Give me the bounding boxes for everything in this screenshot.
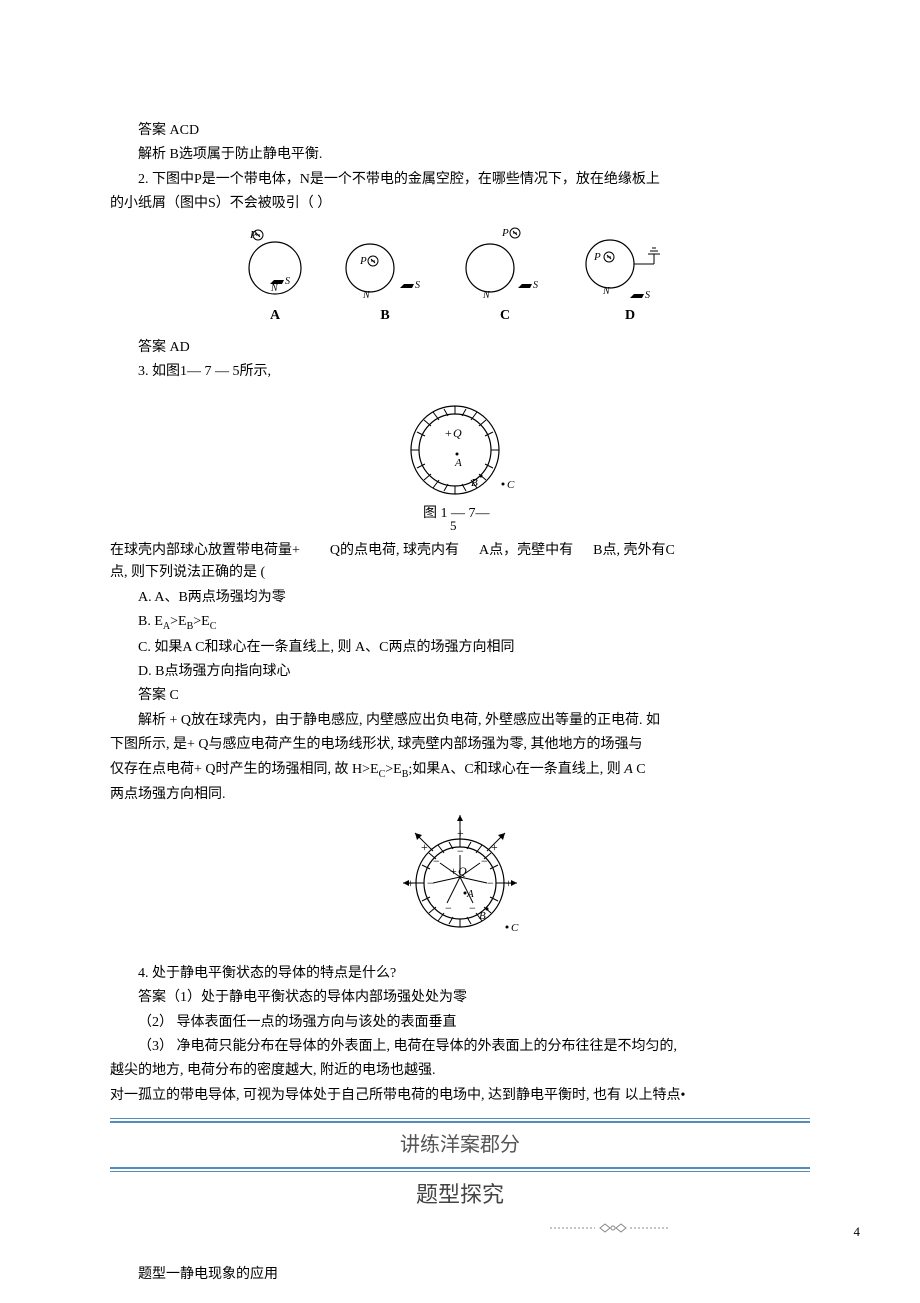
q2-line2: 的小纸屑（图中S）不会被吸引（ ） bbox=[110, 193, 810, 215]
ans4-l3: （3） 净电荷只能分布在导体的外表面上, 电荷在导体的外表面上的分布往往是不均匀… bbox=[110, 1036, 810, 1058]
topic-title: 题型一静电现象的应用 bbox=[110, 1264, 810, 1286]
svg-text:P: P bbox=[501, 227, 509, 239]
ans4-l5: 对一孤立的带电导体, 可视为导体处于自己所带电荷的电场中, 达到静电平衡时, 也… bbox=[110, 1085, 810, 1107]
q3-line2: 在球壳内部球心放置带电荷量+ Q的点电荷, 球壳内有 A点，壳壁中有 B点, 壳… bbox=[110, 540, 810, 562]
diagram-b-svg: P N S bbox=[340, 226, 430, 301]
q3-line3: 点, 则下列说法正确的是 ( bbox=[110, 562, 810, 584]
q3-optA: A. A、B两点场强均为零 bbox=[110, 587, 810, 609]
svg-text:+: + bbox=[491, 840, 498, 854]
svg-text:A: A bbox=[466, 888, 474, 900]
q3-l2-c: A点，壳壁中有 bbox=[479, 540, 573, 562]
q3-figure-svg: + Q A B C 图 1 — 7— 5 bbox=[395, 392, 525, 532]
q3-optC: C. 如果A C和球心在一条直线上, 则 A、C两点的场强方向相同 bbox=[110, 637, 810, 659]
diagram-b: P N S B bbox=[340, 226, 430, 327]
diagram-c-svg: P N S bbox=[460, 226, 550, 301]
field-diagram: + + + + + − − − − − − − + Q A B C bbox=[110, 815, 810, 955]
svg-text:+: + bbox=[445, 426, 452, 440]
svg-text:C: C bbox=[507, 479, 515, 491]
diagram-b-label: B bbox=[380, 305, 389, 327]
svg-text:Q: Q bbox=[458, 864, 467, 878]
q3-optB: B. EA>EB>EC bbox=[110, 611, 810, 635]
svg-text:N: N bbox=[482, 290, 491, 301]
q3-figure: + Q A B C 图 1 — 7— 5 bbox=[110, 392, 810, 532]
q3-l2-b: Q的点电荷, 球壳内有 bbox=[330, 540, 459, 562]
svg-text:Q: Q bbox=[453, 426, 462, 440]
ans4-l4: 越尖的地方, 电荷分布的密度越大, 附近的电场也越强. bbox=[110, 1060, 810, 1082]
banner-text: 讲练洋案郡分 bbox=[400, 1134, 520, 1156]
ans4-l2: （2） 导体表面任一点的场强方向与该处的表面垂直 bbox=[110, 1012, 810, 1034]
q4-text: 4. 处于静电平衡状态的导体的特点是什么? bbox=[110, 963, 810, 985]
explanation-1: 解析 B选项属于防止静电平衡. bbox=[110, 144, 810, 166]
section-banner: 讲练洋案郡分 bbox=[110, 1121, 810, 1169]
section-title: 题型探究 bbox=[110, 1177, 810, 1212]
q3-line1: 3. 如图1— 7 — 5所示, bbox=[110, 361, 810, 383]
q2-line1: 2. 下图中P是一个带电体，N是一个不带电的金属空腔，在哪些情况下，放在绝缘板上 bbox=[110, 169, 810, 191]
svg-text:+: + bbox=[421, 840, 428, 854]
svg-text:+: + bbox=[505, 876, 512, 890]
svg-text:+: + bbox=[457, 826, 464, 840]
svg-text:N: N bbox=[362, 290, 371, 301]
svg-text:S: S bbox=[285, 276, 290, 287]
exp3-l2: 下图所示, 是+ Q与感应电荷产生的电场线形状, 球壳壁内部场强为零, 其他地方… bbox=[110, 734, 810, 756]
svg-text:B: B bbox=[479, 910, 486, 922]
q3-l2-a: 在球壳内部球心放置带电荷量+ bbox=[110, 540, 300, 562]
svg-text:P: P bbox=[359, 255, 367, 267]
diagram-d-svg: P N S bbox=[580, 226, 680, 301]
svg-text:B: B bbox=[471, 477, 478, 489]
ornament-svg bbox=[550, 1222, 670, 1234]
ans4-l1: 答案（1）处于静电平衡状态的导体内部场强处处为零 bbox=[110, 987, 810, 1009]
exp3-l3: 仅存在点电荷+ Q时产生的场强相同, 故 H>EC>EB;如果A、C和球心在一条… bbox=[110, 759, 810, 783]
diagram-a-svg: P N S bbox=[240, 226, 310, 301]
svg-text:−: − bbox=[445, 901, 452, 915]
svg-text:−: − bbox=[481, 854, 488, 868]
svg-text:C: C bbox=[511, 922, 519, 934]
svg-text:S: S bbox=[533, 280, 538, 291]
answer-1: 答案 ACD bbox=[110, 120, 810, 142]
diagram-a-label: A bbox=[270, 305, 280, 327]
svg-text:P: P bbox=[593, 251, 601, 263]
svg-text:5: 5 bbox=[450, 518, 457, 532]
diagram-d: P N S D bbox=[580, 226, 680, 327]
svg-text:图 1 — 7—: 图 1 — 7— bbox=[423, 506, 490, 521]
svg-text:−: − bbox=[427, 876, 434, 890]
ornament bbox=[110, 1222, 810, 1234]
svg-text:A: A bbox=[454, 457, 462, 469]
page-number: 4 bbox=[854, 1222, 861, 1243]
exp3-l4: 两点场强方向相同. bbox=[110, 784, 810, 806]
diagram-c-label: C bbox=[500, 305, 510, 327]
svg-text:−: − bbox=[487, 876, 494, 890]
svg-text:+: + bbox=[407, 876, 414, 890]
exp3-l1: 解析 + Q放在球壳内，由于静电感应, 内壁感应出负电荷, 外壁感应出等量的正电… bbox=[110, 710, 810, 732]
svg-text:−: − bbox=[433, 854, 440, 868]
answer-3: 答案 C bbox=[110, 685, 810, 707]
svg-text:S: S bbox=[645, 290, 650, 301]
diagram-d-label: D bbox=[625, 305, 635, 327]
diagram-abcd-row: P N S A P N S B P bbox=[110, 226, 810, 327]
svg-text:N: N bbox=[602, 286, 611, 297]
answer-2: 答案 AD bbox=[110, 337, 810, 359]
diagram-a: P N S A bbox=[240, 226, 310, 327]
svg-text:N: N bbox=[270, 283, 279, 294]
q3-l2-d: B点, 壳外有C bbox=[593, 540, 675, 562]
diagram-c: P N S C bbox=[460, 226, 550, 327]
svg-text:S: S bbox=[415, 280, 420, 291]
field-diagram-svg: + + + + + − − − − − − − + Q A B C bbox=[385, 815, 535, 955]
q3-optD: D. B点场强方向指向球心 bbox=[110, 661, 810, 683]
